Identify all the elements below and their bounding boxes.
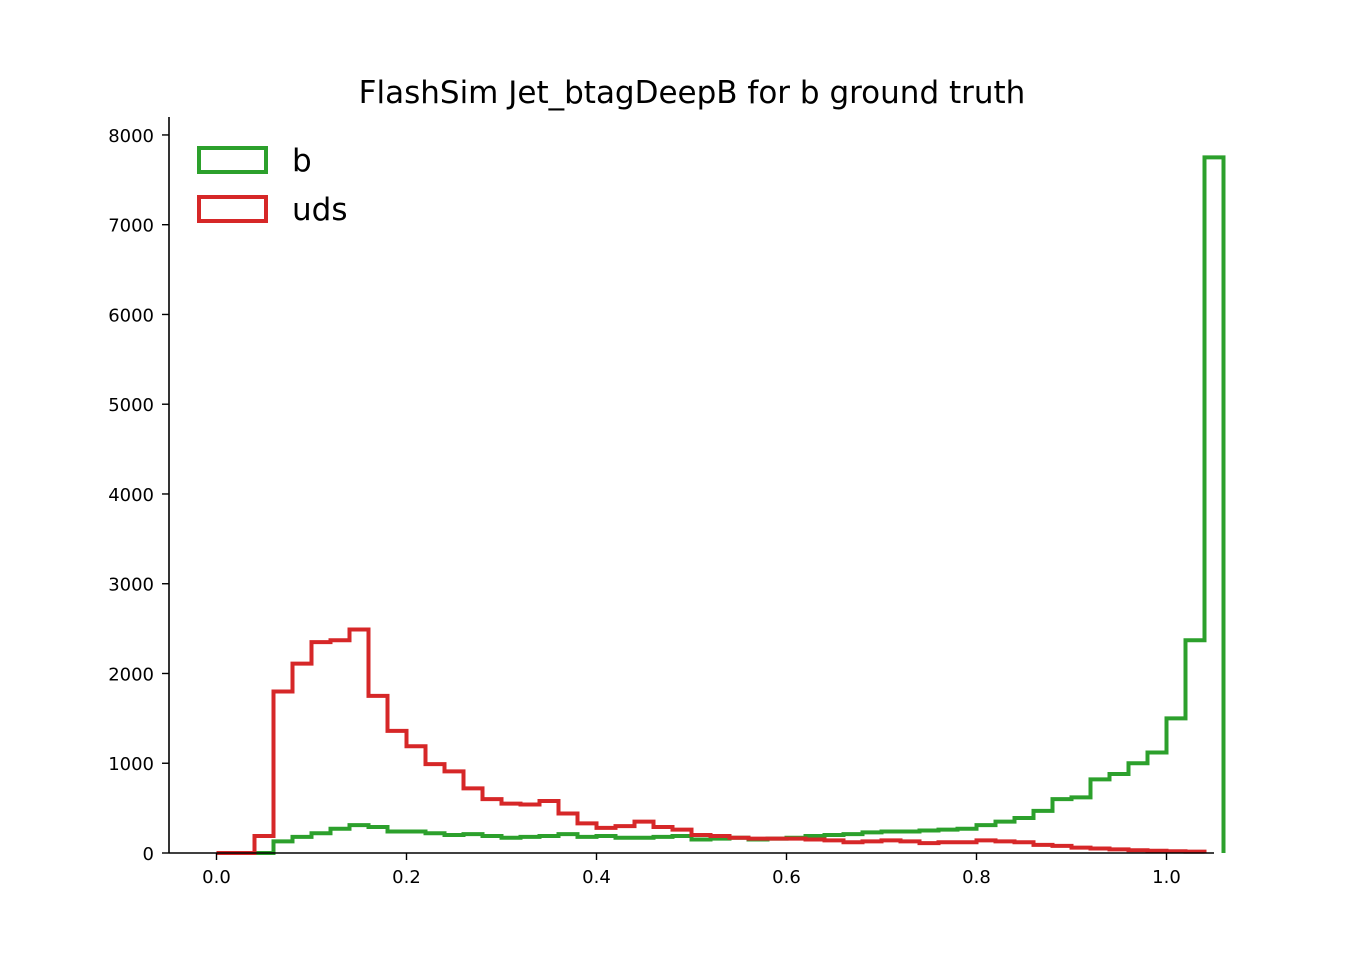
legend-swatch-b bbox=[197, 146, 268, 174]
y-tick-label: 1000 bbox=[108, 754, 154, 775]
legend: b uds bbox=[197, 143, 347, 228]
y-tick-label: 5000 bbox=[108, 395, 154, 416]
y-tick-label: 3000 bbox=[108, 575, 154, 596]
y-tick-label: 4000 bbox=[108, 485, 154, 506]
series-b-histogram bbox=[216, 155, 1226, 855]
legend-label-b: b bbox=[292, 143, 312, 179]
y-tick-label: 0 bbox=[143, 844, 154, 865]
y-tick-label: 2000 bbox=[108, 664, 154, 685]
axes-layer: 0.0 0.2 0.4 0.6 0.8 1.0 0 1000 2000 3000 4000 5000 6… bbox=[108, 117, 1214, 888]
chart-title: FlashSim Jet_btagDeepB for b ground trut… bbox=[359, 75, 1026, 111]
legend-swatch-uds bbox=[197, 195, 268, 223]
x-tick-label: 1.0 bbox=[1152, 867, 1181, 888]
x-tick-label: 0.6 bbox=[772, 867, 801, 888]
series-layer bbox=[216, 155, 1226, 855]
y-tick-label: 6000 bbox=[108, 305, 154, 326]
y-tick-label: 8000 bbox=[108, 126, 154, 147]
x-tick-label: 0.0 bbox=[202, 867, 231, 888]
x-tick-label: 0.2 bbox=[392, 867, 421, 888]
legend-label-uds: uds bbox=[292, 192, 347, 228]
series-uds-histogram bbox=[216, 627, 1207, 855]
y-tick-label: 7000 bbox=[108, 216, 154, 237]
x-tick-label: 0.4 bbox=[582, 867, 611, 888]
x-tick-label: 0.8 bbox=[962, 867, 991, 888]
